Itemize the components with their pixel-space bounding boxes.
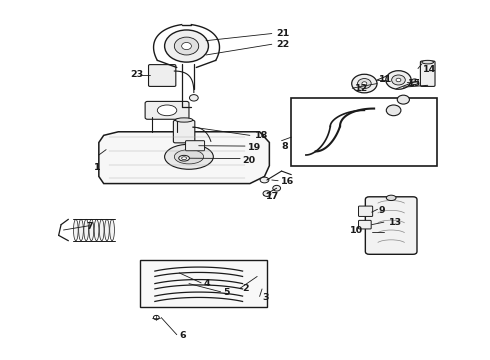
Text: 10: 10 <box>350 225 363 234</box>
Ellipse shape <box>411 79 418 85</box>
Ellipse shape <box>396 78 401 82</box>
Ellipse shape <box>422 60 434 64</box>
Ellipse shape <box>84 219 89 241</box>
Text: 5: 5 <box>223 288 230 297</box>
Ellipse shape <box>104 219 109 241</box>
FancyBboxPatch shape <box>186 141 204 151</box>
Ellipse shape <box>174 150 203 164</box>
FancyBboxPatch shape <box>173 120 195 143</box>
Text: 15: 15 <box>408 79 421 88</box>
Text: 23: 23 <box>130 70 144 79</box>
Text: 22: 22 <box>277 40 290 49</box>
Ellipse shape <box>397 95 410 104</box>
Ellipse shape <box>392 75 405 85</box>
Ellipse shape <box>352 74 377 93</box>
Ellipse shape <box>110 219 114 241</box>
Ellipse shape <box>74 219 78 241</box>
Ellipse shape <box>89 219 94 241</box>
Ellipse shape <box>179 156 190 161</box>
Text: 8: 8 <box>282 141 288 150</box>
Text: 4: 4 <box>203 279 210 288</box>
FancyBboxPatch shape <box>148 64 176 86</box>
Text: 18: 18 <box>255 131 268 140</box>
FancyBboxPatch shape <box>359 220 371 229</box>
Ellipse shape <box>190 95 198 101</box>
Ellipse shape <box>182 42 192 50</box>
Text: 17: 17 <box>266 192 279 201</box>
Bar <box>291 98 438 166</box>
Text: 14: 14 <box>423 65 436 74</box>
Ellipse shape <box>263 191 271 197</box>
Bar <box>140 260 267 307</box>
FancyBboxPatch shape <box>366 197 417 254</box>
Ellipse shape <box>182 157 187 159</box>
Ellipse shape <box>175 118 193 122</box>
Text: 21: 21 <box>277 29 290 38</box>
Ellipse shape <box>157 105 177 116</box>
Ellipse shape <box>165 144 213 169</box>
Polygon shape <box>99 132 270 184</box>
Text: 6: 6 <box>179 331 186 340</box>
Ellipse shape <box>79 219 83 241</box>
Text: 3: 3 <box>262 293 269 302</box>
Ellipse shape <box>99 219 104 241</box>
Ellipse shape <box>358 78 371 89</box>
Text: 19: 19 <box>247 143 261 152</box>
FancyBboxPatch shape <box>359 206 373 216</box>
Ellipse shape <box>153 315 159 320</box>
Text: 16: 16 <box>281 177 294 186</box>
Text: 7: 7 <box>87 222 93 231</box>
Ellipse shape <box>260 177 269 183</box>
Text: 13: 13 <box>389 219 402 228</box>
Text: 12: 12 <box>355 84 368 93</box>
Ellipse shape <box>386 105 401 116</box>
Ellipse shape <box>165 30 208 62</box>
Text: 11: 11 <box>379 76 392 85</box>
Ellipse shape <box>94 219 99 241</box>
Ellipse shape <box>174 37 199 55</box>
FancyBboxPatch shape <box>145 102 189 119</box>
Ellipse shape <box>386 71 411 89</box>
FancyBboxPatch shape <box>420 61 435 86</box>
Text: 1: 1 <box>94 163 100 172</box>
Ellipse shape <box>386 195 396 201</box>
Text: 2: 2 <box>243 284 249 293</box>
Text: 9: 9 <box>379 206 386 215</box>
Ellipse shape <box>273 185 281 191</box>
Ellipse shape <box>362 82 367 85</box>
Text: 20: 20 <box>243 156 256 165</box>
